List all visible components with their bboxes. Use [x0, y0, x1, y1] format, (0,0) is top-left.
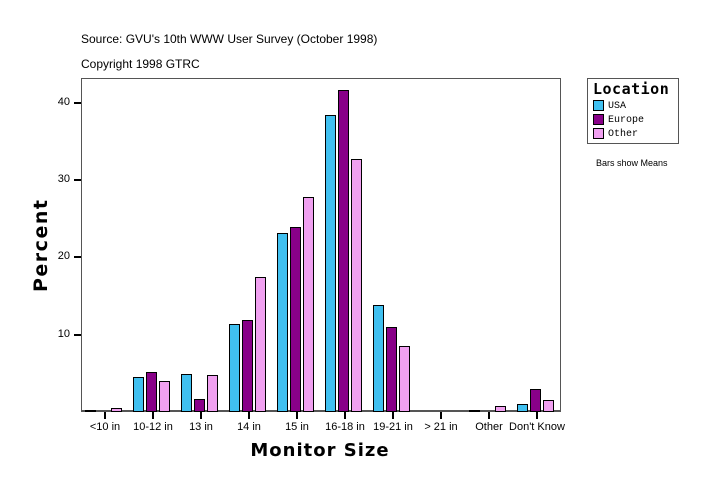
x-tick	[440, 412, 442, 419]
x-tick	[104, 412, 106, 419]
y-tick	[74, 333, 81, 336]
y-tick-label: 30	[57, 173, 70, 186]
bar-europe	[386, 326, 397, 412]
x-axis-title: Monitor Size	[250, 440, 390, 461]
y-tick-label: 10	[57, 327, 70, 340]
legend: Location USA Europe Other	[587, 78, 679, 144]
y-tick-label: 20	[57, 250, 70, 263]
bar-other	[159, 381, 170, 412]
x-tick-label: 16-18 in	[325, 421, 365, 433]
bar-other	[351, 159, 362, 412]
legend-item-other: Other	[593, 128, 638, 140]
source-caption: Source: GVU's 10th WWW User Survey (Octo…	[81, 32, 378, 46]
x-tick	[296, 412, 298, 419]
bar-other	[255, 276, 266, 412]
x-tick	[200, 412, 202, 419]
bar-usa	[85, 410, 96, 412]
bar-usa	[181, 374, 192, 412]
x-tick	[152, 412, 154, 419]
x-tick-label: Don't Know	[509, 421, 565, 433]
bar-usa	[277, 232, 288, 412]
bar-other	[303, 197, 314, 412]
x-tick	[536, 412, 538, 419]
x-tick-label: Other	[475, 421, 503, 433]
legend-swatch	[593, 114, 604, 125]
bar-usa	[133, 377, 144, 412]
bar-usa	[229, 323, 240, 412]
bar-europe	[530, 388, 541, 412]
bar-europe	[146, 371, 157, 412]
y-tick	[74, 101, 81, 104]
y-axis-title: Percent	[30, 198, 52, 292]
x-tick	[392, 412, 394, 419]
x-tick-label: 15 in	[285, 421, 309, 433]
bar-usa	[469, 409, 480, 412]
y-tick-label: 40	[57, 95, 70, 108]
legend-item-usa: USA	[593, 100, 626, 112]
x-tick-label: 19-21 in	[373, 421, 413, 433]
x-tick	[248, 412, 250, 419]
bar-usa	[325, 115, 336, 412]
x-tick	[344, 412, 346, 419]
bar-europe	[194, 398, 205, 412]
bar-usa	[517, 404, 528, 412]
bar-europe	[290, 227, 301, 412]
x-tick-label: 10-12 in	[133, 421, 173, 433]
x-tick-label: 13 in	[189, 421, 213, 433]
bar-other	[399, 346, 410, 412]
legend-swatch	[593, 128, 604, 139]
x-tick-label: 14 in	[237, 421, 261, 433]
x-tick-label: > 21 in	[424, 421, 458, 433]
x-tick-label: <10 in	[89, 421, 121, 433]
bar-other	[111, 408, 122, 412]
x-tick	[488, 412, 490, 419]
legend-item-europe: Europe	[593, 114, 644, 126]
bar-other	[543, 399, 554, 412]
bar-other	[207, 374, 218, 412]
bar-other	[495, 405, 506, 412]
means-note: Bars show Means	[596, 158, 668, 168]
plot-area	[81, 78, 561, 412]
bar-europe	[242, 320, 253, 412]
legend-swatch	[593, 100, 604, 111]
y-tick	[74, 179, 81, 182]
bar-usa	[373, 305, 384, 412]
copyright-caption: Copyright 1998 GTRC	[81, 57, 200, 71]
legend-title: Location	[593, 80, 670, 98]
bar-europe	[338, 89, 349, 412]
y-tick	[74, 256, 81, 259]
